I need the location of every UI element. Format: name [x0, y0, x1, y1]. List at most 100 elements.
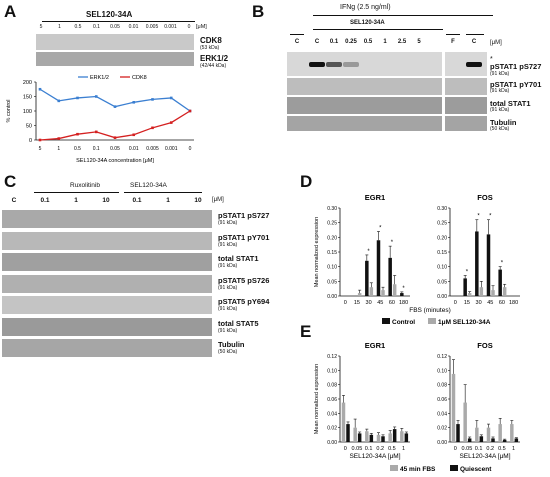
bar-chart-xtick-label: 30: [366, 300, 372, 306]
bar-chart-title: FOS: [477, 193, 492, 202]
bar-chart-xtick-label: 15: [464, 300, 470, 306]
bar-chart-ytick-label: 0.05: [437, 279, 447, 285]
panel-a-conc-label: 0.001: [164, 24, 177, 30]
bar: [400, 293, 404, 296]
chart-a-point: [57, 137, 61, 140]
chart-a-point: [57, 99, 61, 103]
bar-chart-xtick-label: 15: [354, 300, 360, 306]
panel-b-asterisk: *: [490, 56, 493, 63]
bar-chart-xtick-label: 180: [509, 300, 518, 306]
chart-a-point: [76, 96, 79, 100]
panel-c-group2: SEL120-34A: [130, 182, 167, 189]
panel-c-band-label: total STAT1: [218, 254, 259, 263]
panel-a-unit: [μM]: [196, 24, 207, 30]
chart-d-legend-swatch: [382, 318, 390, 324]
bar: [467, 293, 472, 296]
panel-b-band-kda: (91 kDa): [490, 107, 510, 113]
chart-a-xtick-label: 0.001: [165, 146, 178, 152]
bar-chart-xtick-label: 180: [399, 300, 408, 306]
bar: [388, 433, 392, 442]
bar-chart-xtick-label: 30: [476, 300, 482, 306]
chart-a-ytick-label: 50: [26, 124, 32, 130]
bar: [404, 433, 409, 442]
panel-label-d: D: [300, 172, 313, 191]
chart-e-legend-swatch: [390, 465, 398, 471]
panel-b-band-label: Tubulin: [490, 118, 517, 127]
blot-cdk8: [36, 34, 194, 50]
bar-chart-xtick-label: 0: [344, 446, 347, 452]
panel-b-band-kda: (91 kDa): [490, 88, 510, 94]
bar: [502, 287, 507, 296]
panel-b-f-line: [446, 34, 460, 35]
panel-c-band-label: total STAT5: [218, 318, 259, 328]
chart-a-xtick-label: 0.005: [146, 146, 159, 152]
panel-a-conc-label: 0.01: [128, 24, 139, 30]
bar-chart-xtick-label: 1: [512, 446, 515, 452]
chart-a-xtick-label: 0.1: [93, 146, 100, 152]
bar: [357, 293, 362, 296]
chart-a-point: [151, 126, 154, 130]
panel-b-lane-label: 1: [383, 39, 387, 45]
bar-chart-ylabel: Mean normalized expression: [314, 364, 320, 434]
chart-d-xlabel: FBS (minutes): [409, 307, 451, 314]
panel-c-blot: [2, 296, 212, 314]
bar-chart-ytick-label: 0.06: [327, 397, 337, 403]
panel-b-lane-label: C: [294, 39, 300, 45]
panel-b-band-kda: (50 kDa): [490, 126, 510, 132]
panel-c-group1-line: [34, 192, 119, 193]
panel-c-band-kda: (91 kDa): [218, 284, 238, 291]
panel-c-blot: [2, 339, 212, 357]
panel-b-blot-right: [445, 116, 487, 131]
panel-b-blot: [287, 97, 442, 114]
chart-d-bars: 0.00 0.05 0.10 0.15 0.20 0.25 0.30 EGR1 0 15 * 30 * 4…: [314, 193, 520, 326]
panel-c-lane-label: 10: [102, 197, 110, 204]
chart-e-xlabel: SEL120-34A [μM]: [349, 453, 400, 460]
bar-chart-ytick-label: 0.30: [437, 206, 447, 212]
bar-chart-ytick-label: 0.10: [327, 368, 337, 374]
chart-a-point: [94, 95, 98, 98]
panel-c-band-label: pSTAT1 pS727: [218, 211, 270, 220]
significance-star: *: [501, 261, 504, 267]
bar: [486, 234, 491, 296]
panel-b-band-label: pSTAT1 pS727: [490, 62, 542, 71]
chart-a-point: [169, 121, 173, 124]
panel-label-c: C: [4, 172, 17, 191]
panel-c-blot: [2, 317, 212, 336]
bar: [341, 402, 346, 442]
bar-chart-ytick-label: 0.10: [327, 265, 337, 271]
bar-chart-ytick-label: 0.00: [327, 440, 337, 446]
panel-a-conc-label: 0.005: [145, 24, 159, 30]
bar-chart-ytick-label: 0.04: [327, 411, 337, 417]
chart-a-point: [94, 130, 98, 134]
bar-chart-xtick-label: 45: [377, 300, 383, 306]
chart-a-point: [132, 133, 136, 137]
panel-c-band-kda: (91 kDa): [218, 241, 238, 248]
band-kda-erk: (42/44 kDa): [200, 63, 227, 69]
panel-c-blot: [2, 231, 212, 250]
bar-chart-xtick-label: 0: [454, 300, 457, 306]
bar: [451, 373, 456, 442]
panel-c-band-kda: (91 kDa): [218, 220, 238, 226]
bar: [491, 290, 495, 296]
bar: [479, 287, 484, 296]
significance-star: *: [391, 240, 394, 246]
panel-c-band-kda: (91 kDa): [218, 327, 238, 334]
chart-a-point: [151, 98, 154, 101]
panel-label-e: E: [300, 322, 312, 341]
panel-b-blot-right: [445, 97, 487, 114]
panel-c-lane-label: 1: [166, 197, 170, 204]
panel-c-band-kda: (50 kDa): [218, 349, 238, 355]
bar-chart-xtick-label: 0.1: [365, 446, 373, 452]
bar: [346, 424, 350, 442]
bar-chart-xtick-label: 0.2: [486, 446, 494, 452]
bar-chart-ytick-label: 0.00: [327, 294, 337, 300]
bar-chart-ytick-label: 0.00: [437, 294, 447, 300]
panel-b-header-line: [313, 29, 443, 30]
bar: [514, 438, 519, 442]
chart-e-xlabel: SEL120-34A [μM]: [459, 453, 510, 460]
panel-c-group1: Ruxolitinib: [70, 182, 100, 189]
chart-a-xtick-label: 0.5: [74, 146, 81, 152]
panel-c-lane-label: C: [11, 197, 17, 204]
panel-c-band-label: pSTAT5 pY694: [218, 297, 270, 306]
